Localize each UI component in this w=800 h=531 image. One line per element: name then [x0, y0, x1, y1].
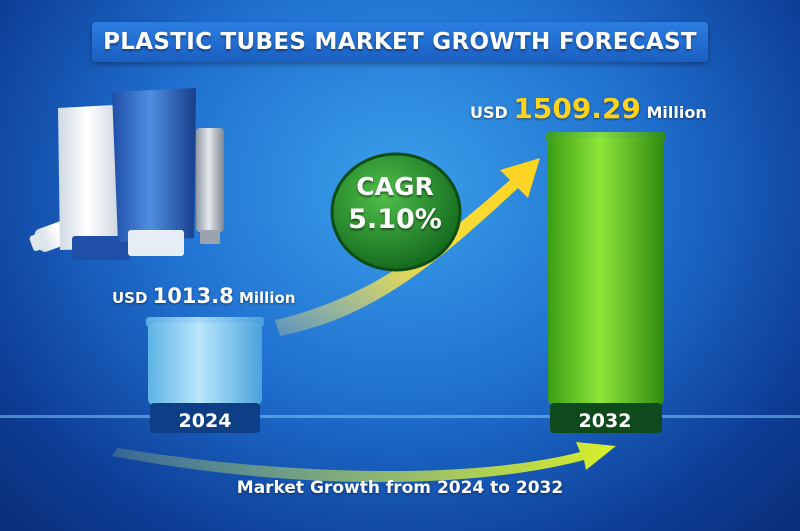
- bar-crimp-2024: [146, 317, 264, 327]
- footer-arrow: [112, 442, 616, 483]
- growth-arrow: [275, 158, 540, 336]
- currency-label: USD: [112, 289, 148, 307]
- chart-title: PLASTIC TUBES MARKET GROWTH FORECAST: [103, 29, 697, 55]
- currency-label: USD: [470, 103, 508, 122]
- cagr-value: 5.10%: [348, 204, 442, 235]
- x-tick-2024: 2024: [178, 410, 232, 432]
- bar-body-2024: [148, 323, 262, 405]
- bar-cap-2024: [150, 403, 260, 433]
- title-banner: PLASTIC TUBES MARKET GROWTH FORECAST: [92, 22, 708, 62]
- unit-label: Million: [238, 289, 296, 307]
- bar-2032: [546, 132, 666, 433]
- data-label-2032: 1509.29: [513, 92, 641, 125]
- cagr-label: CAGR: [356, 172, 434, 201]
- floor-line: [0, 415, 800, 418]
- bar-2024: [146, 317, 264, 433]
- unit-label: Million: [646, 103, 707, 122]
- value-label-2024: USD 1013.8 Million: [112, 284, 295, 308]
- tubes-illustration: [29, 88, 224, 260]
- bar-cap-2032: [550, 403, 662, 433]
- footer-caption: Market Growth from 2024 to 2032: [236, 478, 564, 498]
- x-tick-2032: 2032: [578, 410, 632, 432]
- bar-body-2032: [548, 138, 664, 405]
- data-label-2024: 1013.8: [152, 284, 234, 308]
- bar-crimp-2032: [546, 132, 666, 142]
- cagr-badge: [330, 152, 462, 272]
- value-label-2032: USD 1509.29 Million: [470, 92, 707, 125]
